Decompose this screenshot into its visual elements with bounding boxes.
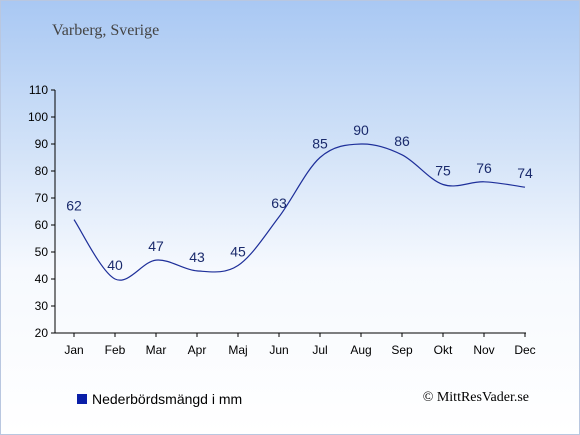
data-label: 75: [435, 163, 451, 179]
x-tick-label: Dec: [514, 343, 535, 357]
data-label: 40: [107, 257, 123, 273]
y-tick-label: 100: [28, 110, 48, 124]
y-tick-label: 50: [35, 245, 49, 259]
y-tick-label: 20: [35, 326, 49, 340]
x-tick-label: Feb: [105, 343, 126, 357]
x-tick-label: Jan: [64, 343, 83, 357]
y-tick-label: 110: [29, 83, 48, 97]
data-label: 43: [189, 249, 205, 265]
data-labels: 62 40 47 43 45 63 85 90 86 75 76 74: [66, 122, 533, 273]
data-label: 63: [271, 195, 287, 211]
y-ticks: 20 30 40 50 60 70 80 90 100 110: [28, 83, 55, 340]
y-tick-label: 60: [35, 218, 49, 232]
legend: Nederbördsmängd i mm: [77, 391, 242, 407]
data-label: 76: [476, 160, 492, 176]
x-tick-label: Apr: [188, 343, 207, 357]
x-tick-label: Okt: [434, 343, 453, 357]
data-label: 90: [353, 122, 369, 138]
data-label: 74: [517, 165, 533, 181]
data-label: 86: [394, 133, 410, 149]
x-tick-label: Jul: [312, 343, 327, 357]
y-tick-label: 90: [35, 137, 49, 151]
data-label: 45: [230, 244, 246, 260]
data-label: 47: [148, 238, 164, 254]
site-credit: © MittResVader.se: [422, 390, 529, 405]
x-tick-label: Mar: [146, 343, 167, 357]
x-tick-label: Maj: [228, 343, 247, 357]
legend-label: Nederbördsmängd i mm: [92, 391, 243, 407]
y-tick-label: 80: [35, 164, 49, 178]
series-line: [73, 143, 526, 281]
x-tick-label: Nov: [473, 343, 494, 357]
y-tick-label: 40: [35, 272, 49, 286]
x-tick-label: Sep: [391, 343, 413, 357]
data-label: 62: [66, 198, 82, 214]
x-tick-label: Aug: [350, 343, 371, 357]
x-tick-label: Jun: [269, 343, 288, 357]
x-ticks: Jan Feb Mar Apr Maj Jun Jul Aug Sep Okt Nov Dec: [64, 333, 536, 357]
y-tick-label: 70: [35, 191, 49, 205]
legend-swatch: [77, 394, 87, 404]
y-tick-label: 30: [35, 299, 49, 313]
data-label: 85: [312, 136, 328, 152]
location-title: Varberg, Sverige: [52, 22, 160, 39]
